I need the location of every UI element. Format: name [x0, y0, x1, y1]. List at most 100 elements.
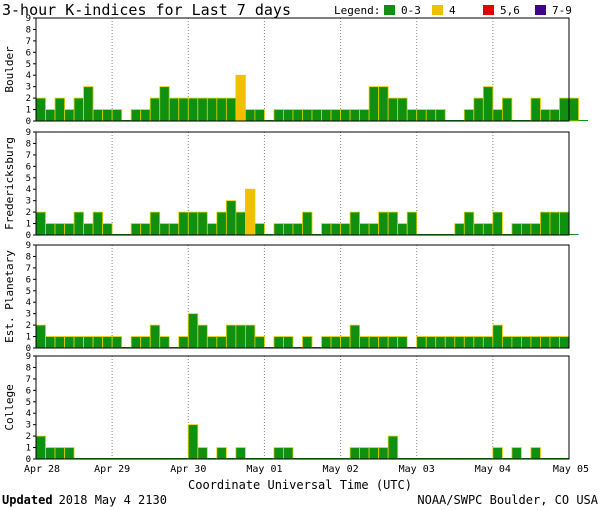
k-index-bar — [168, 223, 180, 236]
k-index-bar — [321, 336, 332, 349]
k-index-bar — [64, 223, 75, 236]
k-index-bar — [397, 223, 408, 236]
k-index-bar — [216, 336, 227, 349]
k-index-bar — [64, 109, 75, 122]
k-index-bar — [549, 211, 560, 236]
k-index-bar — [130, 336, 142, 349]
k-index-bar — [463, 336, 475, 349]
k-index-bar — [92, 211, 104, 236]
k-index-bar — [492, 447, 503, 460]
k-index-bar — [111, 109, 123, 122]
y-tick-label: 0 — [26, 231, 31, 241]
x-tick-label: May 05 — [553, 464, 589, 475]
y-tick-label: 9 — [26, 352, 31, 362]
y-tick-label: 6 — [26, 275, 31, 285]
k-index-bar — [387, 336, 399, 349]
y-tick-label: 7 — [26, 37, 31, 47]
legend-label: Legend: — [334, 4, 380, 17]
panel: 01 23 45 67 89 Est. Planetary — [3, 241, 570, 354]
k-index-bar — [45, 336, 56, 349]
k-index-bar — [302, 211, 313, 236]
k-index-bar — [340, 109, 351, 122]
k-index-bar — [254, 109, 265, 122]
k-index-bar — [140, 223, 151, 236]
k-index-bar — [511, 336, 522, 349]
k-index-bar — [359, 336, 370, 349]
y-tick-label: 3 — [26, 310, 31, 320]
k-index-bar — [292, 223, 303, 236]
k-index-bar — [102, 336, 113, 349]
k-index-bar — [302, 336, 313, 349]
k-index-bar — [216, 211, 227, 236]
k-index-bar — [216, 97, 227, 122]
k-index-bar — [102, 109, 113, 122]
y-tick-label: 8 — [26, 252, 31, 262]
k-index-bar — [482, 223, 494, 236]
k-index-bar — [387, 97, 399, 122]
y-tick-label: 4 — [26, 71, 31, 81]
panel-frame — [35, 17, 570, 122]
updated-text: Updated 2018 May 4 2130 — [2, 493, 167, 507]
k-index-bar — [225, 324, 237, 349]
k-index-bar — [187, 211, 199, 236]
k-index-bar — [349, 447, 361, 460]
updated-label: Updated — [2, 493, 53, 507]
k-index-bar — [178, 97, 189, 122]
k-index-bar — [406, 109, 418, 122]
x-tick-label: Apr 29 — [94, 464, 130, 475]
k-index-bar — [273, 223, 284, 236]
legend-item-label: 7-9 — [552, 4, 572, 17]
k-index-bar — [149, 211, 161, 236]
k-index-bar — [73, 336, 84, 349]
y-tick-label: 0 — [26, 455, 31, 465]
k-index-bar — [511, 223, 522, 236]
k-index-bar — [511, 447, 522, 460]
station-label: Boulder — [3, 46, 16, 93]
k-index-bar — [568, 97, 579, 122]
legend-item-label: 4 — [449, 4, 456, 17]
k-index-bar — [397, 97, 408, 122]
updated-value: 2018 May 4 2130 — [59, 493, 167, 507]
x-tick-label: May 02 — [323, 464, 359, 475]
y-tick-label: 1 — [26, 444, 31, 454]
panel-frame — [35, 131, 570, 236]
k-index-bar — [83, 86, 94, 122]
k-index-bar — [35, 211, 46, 236]
k-index-bar — [273, 447, 284, 460]
k-index-bar — [492, 211, 503, 236]
k-index-bar — [349, 211, 361, 236]
k-index-bar — [159, 336, 170, 349]
y-tick-label: 1 — [26, 220, 31, 230]
k-index-bar — [349, 324, 361, 349]
k-index-bar — [378, 336, 389, 349]
k-index-bar — [206, 97, 218, 122]
x-tick-label: May 04 — [475, 464, 511, 475]
legend-swatch — [432, 5, 443, 15]
k-index-bar — [521, 223, 532, 236]
k-index-bar — [540, 211, 551, 236]
k-index-bar — [168, 97, 180, 122]
k-index-bar — [83, 336, 94, 349]
k-index-bar — [378, 211, 389, 236]
k-index-bar — [197, 324, 208, 349]
station-label: Fredericksburg — [3, 137, 16, 230]
y-tick-label: 7 — [26, 375, 31, 385]
y-tick-label: 3 — [26, 83, 31, 93]
k-index-bar — [206, 336, 218, 349]
k-index-bar — [54, 223, 65, 236]
k-index-bar — [330, 336, 341, 349]
k-index-bar — [73, 211, 84, 236]
panel-background — [36, 245, 569, 348]
k-index-bar — [454, 336, 465, 349]
k-index-bar — [540, 336, 551, 349]
k-index-bar — [130, 109, 142, 122]
y-tick-label: 8 — [26, 25, 31, 35]
y-tick-label: 5 — [26, 287, 31, 297]
k-index-bar — [92, 336, 104, 349]
k-index-bar — [302, 109, 313, 122]
panel-background — [36, 356, 569, 459]
k-index-bar — [292, 109, 303, 122]
x-tick-label: Apr 28 — [24, 464, 60, 475]
panel-frame — [35, 244, 570, 349]
k-index-bar — [397, 336, 408, 349]
